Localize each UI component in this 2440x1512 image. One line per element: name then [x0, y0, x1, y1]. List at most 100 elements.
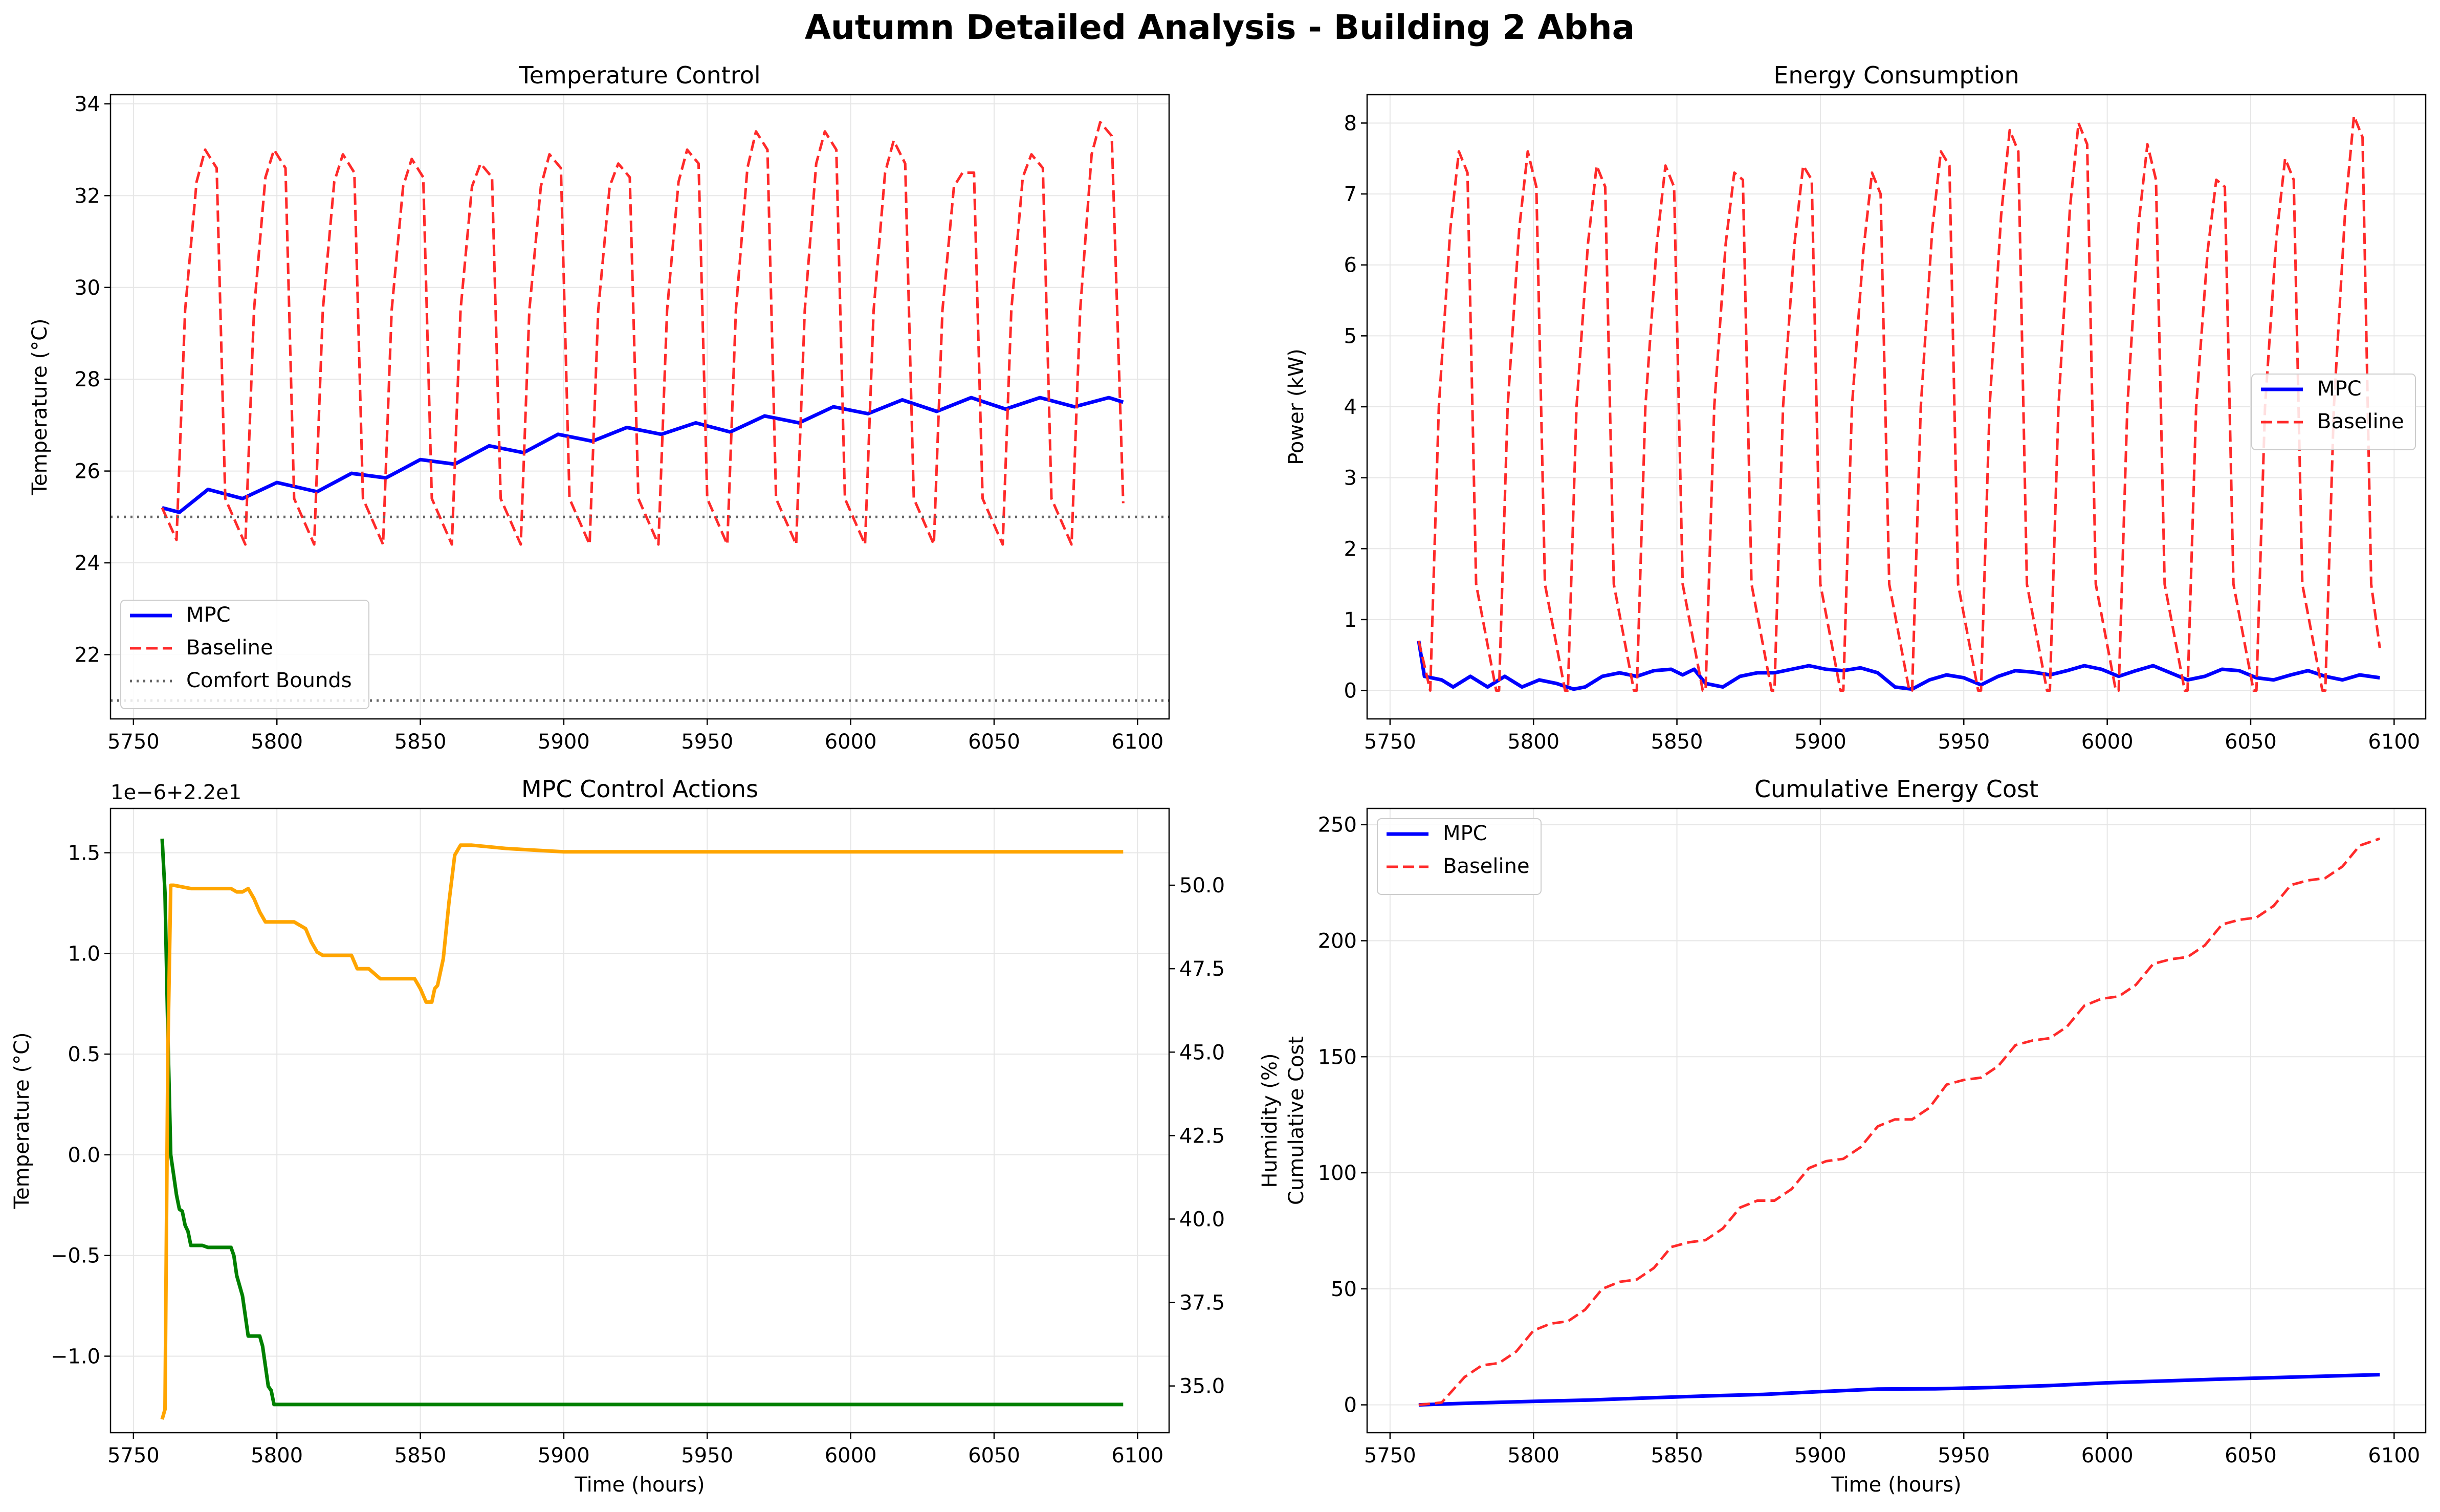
x-tick-label: 5850: [394, 1444, 447, 1467]
y-tick-label: 22: [74, 643, 100, 667]
legend-label: Comfort Bounds: [186, 669, 352, 692]
x-tick-label: 5800: [1507, 730, 1559, 754]
y-axis-label: Power (kW): [1285, 348, 1308, 465]
x-tick-label: 5850: [394, 730, 447, 754]
y-axis-label: Temperature (°C): [28, 318, 52, 495]
y-right-tick-label: 42.5: [1179, 1124, 1225, 1148]
y-axis-label: Temperature (°C): [10, 1032, 34, 1209]
y-tick-label: 1.5: [68, 842, 100, 865]
y-right-tick-label: 45.0: [1179, 1041, 1225, 1064]
x-tick-label: 6050: [2225, 730, 2277, 754]
legend-label: Baseline: [186, 636, 273, 660]
y-tick-label: 0: [1344, 1394, 1357, 1417]
legend: MPC Baseline Comfort Bounds: [120, 600, 369, 709]
x-axis-label: Time (hours): [574, 1473, 705, 1497]
y-tick-label: 1.0: [68, 942, 100, 966]
legend: MPC Baseline: [1377, 818, 1542, 895]
panel-1: 5750 5800 5850 5900 5950 6000 6050 6100 22 24 26 28…: [28, 61, 1170, 754]
legend-box: [1377, 818, 1542, 895]
y-tick-label: 150: [1318, 1045, 1357, 1069]
y-tick-label: 8: [1344, 112, 1357, 135]
x-tick-label: 5900: [538, 1444, 590, 1467]
panel-title: Temperature Control: [518, 61, 760, 89]
figure-title: Autumn Detailed Analysis - Building 2 Ab…: [805, 8, 1635, 47]
x-tick-label: 5900: [1794, 730, 1847, 754]
mpc-series-line: [1417, 640, 2380, 691]
legend-box: [2251, 374, 2416, 450]
legend: MPC Baseline: [2251, 374, 2416, 450]
x-tick-label: 5900: [1794, 1444, 1847, 1467]
panel-2: 5750 5800 5850 5900 5950 6000 6050 6100 0 1 2 3 4 5 6 7…: [1285, 61, 2427, 754]
y-tick-label: 2: [1344, 537, 1357, 561]
baseline-series-line: [161, 121, 1125, 546]
legend-label: MPC: [1443, 822, 1487, 845]
x-tick-label: 5950: [681, 1444, 733, 1467]
y-tick-label: 5: [1344, 324, 1357, 348]
y-tick-label: 3: [1344, 467, 1357, 490]
panel-title: Cumulative Energy Cost: [1754, 775, 2038, 803]
axes-frame: [1366, 807, 2427, 1434]
y-tick-label: 250: [1318, 814, 1357, 837]
baseline-series-line: [1418, 837, 2381, 1407]
legend-label: MPC: [2317, 377, 2362, 401]
x-tick-label: 5750: [1364, 730, 1416, 754]
mpc-series-line: [1418, 1373, 2380, 1407]
x-tick-label: 6050: [968, 1444, 1020, 1467]
x-tick-label: 5850: [1651, 730, 1703, 754]
axis-offset-text: 1e−6+2.2e1: [111, 781, 241, 804]
panel-title: MPC Control Actions: [521, 775, 758, 803]
temperature-series-line: [160, 838, 1124, 1407]
y-right-axis-label: Humidity (%): [1258, 1053, 1282, 1188]
y-tick-label: 24: [74, 552, 100, 575]
x-tick-label: 5750: [107, 730, 160, 754]
x-tick-label: 6100: [2368, 1444, 2420, 1467]
y-right-tick-label: 37.5: [1179, 1291, 1225, 1315]
x-tick-label: 5800: [251, 730, 303, 754]
y-right-tick-label: 40.0: [1179, 1208, 1225, 1231]
x-tick-label: 6050: [2225, 1444, 2277, 1467]
x-tick-label: 5800: [1507, 1444, 1559, 1467]
panel-4: 5750 5800 5850 5900 5950 6000 6050 6100 0 50 100 15…: [1285, 775, 2427, 1497]
panel-title: Energy Consumption: [1773, 61, 2019, 89]
y-tick-label: 28: [74, 368, 100, 391]
y-tick-label: 30: [74, 276, 100, 300]
x-tick-label: 5950: [1938, 1444, 1990, 1467]
axes-frame: [109, 807, 1170, 1434]
x-tick-label: 5750: [1364, 1444, 1416, 1467]
y-tick-label: 0: [1344, 680, 1357, 703]
y-tick-label: 100: [1318, 1162, 1357, 1185]
x-tick-label: 6000: [825, 730, 877, 754]
y-tick-label: 200: [1318, 930, 1357, 953]
y-tick-label: 6: [1344, 254, 1357, 277]
axes-frame: [109, 94, 1170, 720]
y-right-tick-label: 47.5: [1179, 957, 1225, 981]
x-tick-label: 6050: [968, 730, 1020, 754]
x-tick-label: 6100: [1111, 730, 1163, 754]
x-tick-label: 6000: [2081, 730, 2134, 754]
baseline-series-line: [1417, 115, 2381, 692]
legend-label: Baseline: [2317, 410, 2404, 433]
y-tick-label: 0.0: [68, 1144, 100, 1167]
x-tick-label: 5950: [1938, 730, 1990, 754]
x-tick-label: 6000: [825, 1444, 877, 1467]
x-tick-label: 5950: [681, 730, 733, 754]
y-tick-label: 34: [74, 93, 100, 116]
y-tick-label: 4: [1344, 396, 1357, 419]
x-tick-label: 5900: [538, 730, 590, 754]
y-tick-label: 1: [1344, 608, 1357, 632]
legend-box: [120, 600, 369, 709]
x-tick-label: 6100: [1111, 1444, 1163, 1467]
x-tick-label: 6000: [2081, 1444, 2134, 1467]
humidity-series-line: [160, 843, 1124, 1420]
y-tick-label: 7: [1344, 183, 1357, 206]
x-tick-label: 5750: [107, 1444, 160, 1467]
y-tick-label: −0.5: [51, 1244, 100, 1268]
x-tick-label: 5800: [251, 1444, 303, 1467]
panel-3: 5750 5800 5850 5900 5950 6000 6050 6100 −1.0 −0.5…: [10, 775, 1282, 1497]
x-tick-label: 6100: [2368, 730, 2420, 754]
legend-label: Baseline: [1443, 854, 1530, 878]
mpc-series-line: [162, 396, 1124, 514]
y-tick-label: −1.0: [51, 1345, 100, 1368]
x-tick-label: 5850: [1651, 1444, 1703, 1467]
